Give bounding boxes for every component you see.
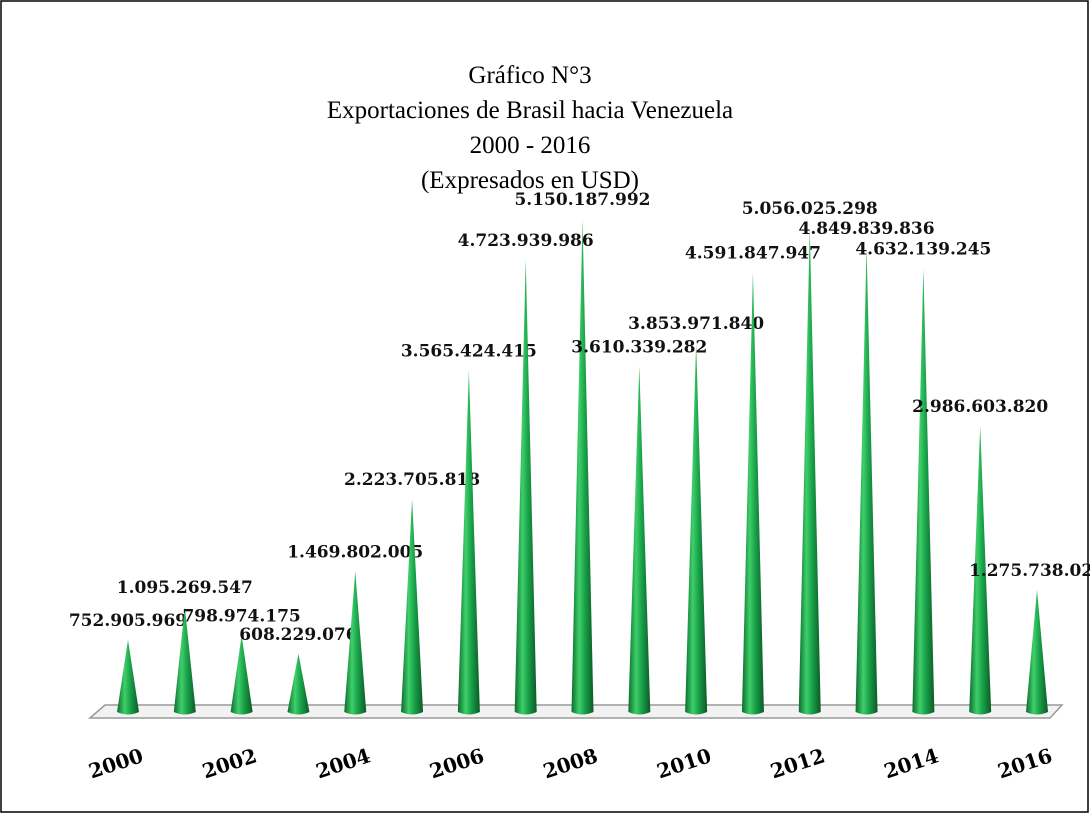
value-label: 5.056.025.298 xyxy=(742,199,878,219)
cone xyxy=(230,635,253,715)
cone xyxy=(401,499,424,715)
cone xyxy=(173,607,196,715)
value-label: 4.632.139.245 xyxy=(855,240,991,260)
cone xyxy=(457,370,480,715)
value-label: 2.223.705.818 xyxy=(344,470,480,490)
value-label: 798.974.175 xyxy=(182,607,300,627)
cone xyxy=(798,228,821,715)
value-label: 608.229.076 xyxy=(239,625,357,645)
cone xyxy=(514,259,537,715)
value-label: 2.986.603.820 xyxy=(912,397,1048,417)
chart-title: Exportaciones de Brasil hacia Venezuela xyxy=(327,97,733,124)
cone xyxy=(344,571,367,715)
chart-title: Gráfico N°3 xyxy=(468,62,591,89)
cone xyxy=(287,653,310,715)
cone xyxy=(117,639,139,715)
value-label: 5.150.187.992 xyxy=(514,190,650,210)
cone xyxy=(685,343,708,715)
cone xyxy=(1026,589,1048,715)
chart-title: (Expresados en USD) xyxy=(421,167,639,194)
cone xyxy=(741,272,764,715)
value-label: 1.469.802.005 xyxy=(287,542,423,562)
value-label: 752.905.969 xyxy=(69,611,187,631)
cone xyxy=(628,366,651,715)
chart-title: 2000 - 2016 xyxy=(470,132,591,159)
cone xyxy=(969,426,992,715)
value-label: 1.275.738.022 xyxy=(969,561,1090,581)
cone xyxy=(912,268,935,715)
value-label: 3.565.424.415 xyxy=(401,342,537,362)
value-label: 1.095.269.547 xyxy=(117,578,253,598)
cone xyxy=(855,247,878,715)
value-label: 4.723.939.986 xyxy=(458,231,594,251)
value-label: 3.853.971.840 xyxy=(628,314,764,334)
value-label: 4.591.847.947 xyxy=(685,243,821,263)
cone xyxy=(571,219,594,715)
value-label: 3.610.339.282 xyxy=(571,337,707,357)
value-label: 4.849.839.836 xyxy=(799,219,935,239)
